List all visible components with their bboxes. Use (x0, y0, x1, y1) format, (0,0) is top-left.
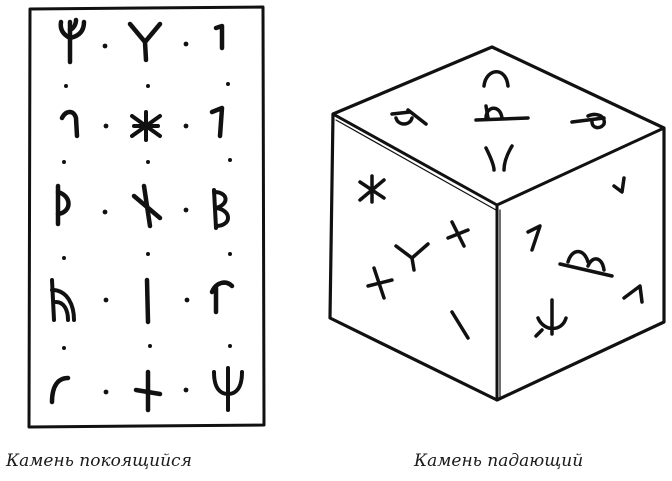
cube-outline (328, 45, 666, 402)
asterisk-rune-icon (130, 110, 162, 142)
left-slash-rune-icon (450, 310, 470, 340)
top-arch-rune-icon (482, 70, 510, 88)
separator-dots (62, 41, 232, 395)
b-rune-icon (212, 188, 230, 230)
y-rune-icon (127, 21, 163, 63)
cube-edge-front (331, 112, 666, 402)
right-bowl-rune-icon (558, 249, 614, 278)
falling-stone (328, 45, 666, 402)
flag-rune-icon (209, 280, 235, 315)
right-tick-rune-icon (612, 176, 626, 194)
cross-slash-rune-icon (131, 183, 163, 229)
resting-stone-caption: Камень покоящийся (6, 451, 192, 471)
left-y-rune-icon (394, 242, 430, 272)
resting-stone (27, 5, 266, 429)
left-face (358, 174, 470, 340)
top-leftrune-icon (390, 108, 428, 126)
right-trident-rune-icon (534, 298, 568, 338)
arch-rune-icon (50, 278, 76, 322)
top-bowl-rune-icon (474, 104, 530, 122)
resting-stone-outline (27, 5, 266, 429)
right-hook-rune-icon (526, 224, 542, 252)
top-horns-rune-icon (484, 144, 514, 172)
fork-rune-icon (58, 17, 87, 65)
top-face (390, 70, 606, 172)
slash-rune-icon (209, 105, 225, 139)
right-flag-rune-icon (622, 284, 644, 304)
hook-rune-icon (59, 109, 80, 139)
top-rightrune-icon (570, 112, 606, 130)
bar-rune-icon (144, 277, 151, 325)
left-plus-rune-icon (366, 266, 394, 300)
tick-rune-icon (213, 23, 225, 51)
falling-stone-caption: Камень падающий (414, 451, 584, 471)
trident-rune-icon (212, 366, 244, 412)
left-cross-rune-icon (446, 220, 470, 248)
curl-rune-icon (49, 375, 71, 405)
left-asterisk-rune-icon (358, 174, 386, 204)
thorn-rune-icon (55, 183, 71, 227)
right-face (526, 176, 644, 338)
plus-slash-rune-icon (133, 369, 163, 413)
